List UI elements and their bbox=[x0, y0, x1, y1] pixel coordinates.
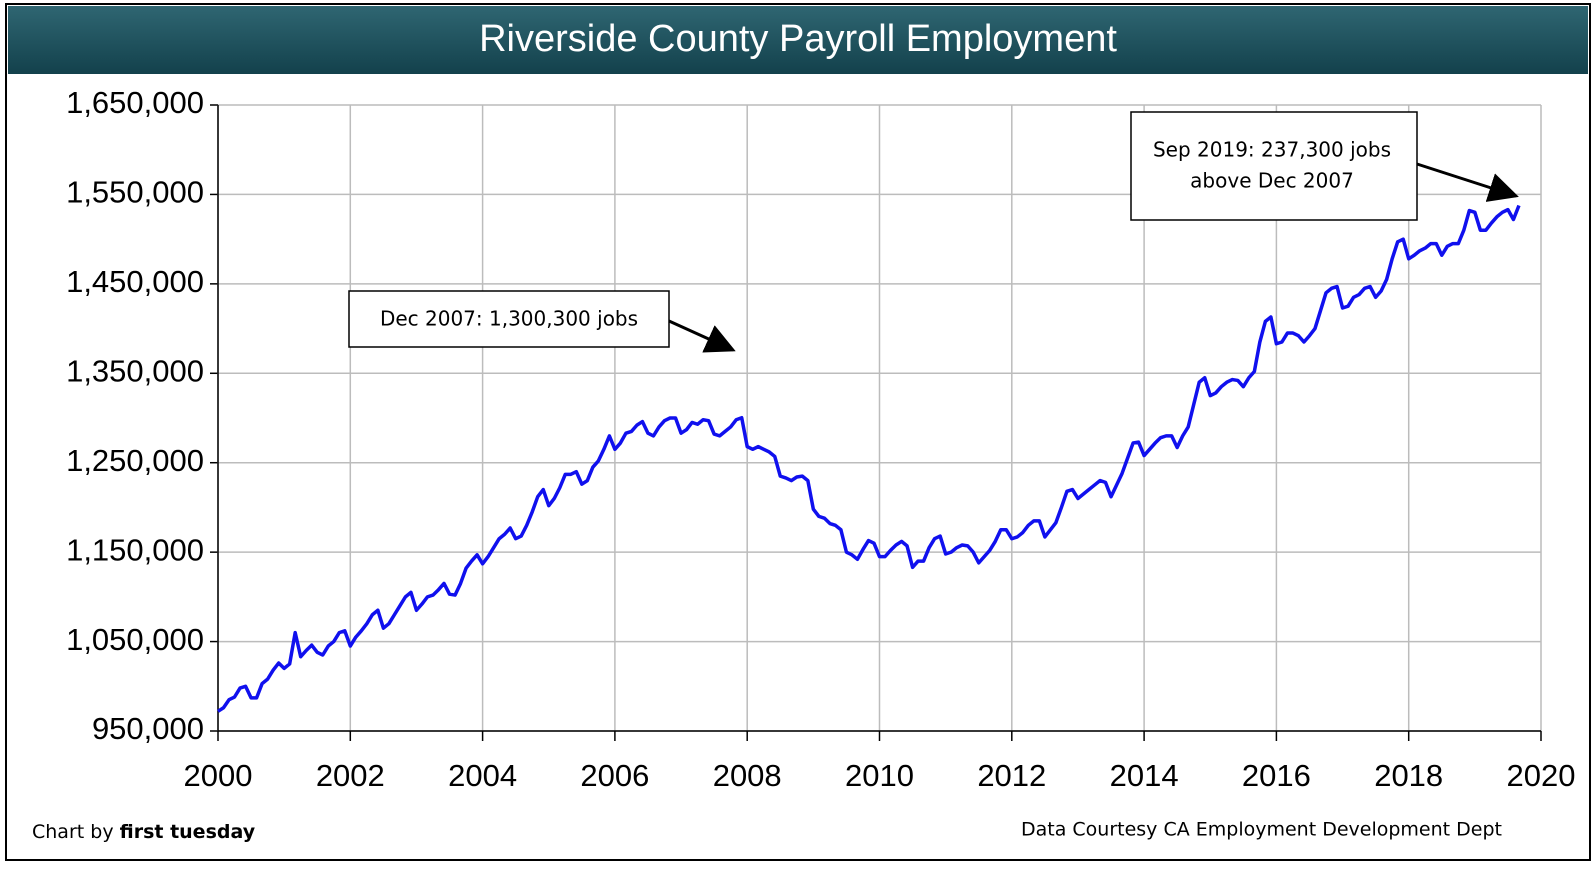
x-tick-label: 2010 bbox=[845, 758, 914, 793]
annotation: Sep 2019: 237,300 jobs bbox=[1153, 138, 1391, 162]
y-tick-label: 1,450,000 bbox=[66, 264, 204, 299]
credit-name: first tuesday bbox=[120, 821, 256, 843]
frame bbox=[5, 3, 1591, 861]
x-tick-label: 2018 bbox=[1374, 758, 1443, 793]
y-tick-label: 950,000 bbox=[92, 711, 204, 746]
annotation: above Dec 2007 bbox=[1190, 169, 1354, 193]
y-tick-label: 1,350,000 bbox=[66, 353, 204, 388]
y-tick-label: 1,550,000 bbox=[66, 175, 204, 210]
y-tick-label: 1,150,000 bbox=[66, 532, 204, 567]
annotation-box bbox=[348, 290, 670, 348]
title-bar bbox=[8, 6, 1588, 74]
source: Data Courtesy CA Employment Development … bbox=[1021, 819, 1502, 841]
y-tick-label: 1,250,000 bbox=[66, 443, 204, 478]
x-tick-label: 2008 bbox=[713, 758, 782, 793]
x-tick-label: 2004 bbox=[448, 758, 517, 793]
x-tick-label: 2000 bbox=[184, 758, 253, 793]
arrow bbox=[668, 319, 736, 353]
plot-area: 950,000 1,050,000 1,150,000 1,250,000 1,350,… bbox=[66, 85, 1575, 793]
credit-text: Chart by bbox=[32, 821, 114, 843]
x-tick-label: 2016 bbox=[1242, 758, 1311, 793]
x-tick-label: 2014 bbox=[1110, 758, 1179, 793]
annotation-box bbox=[1130, 111, 1418, 221]
x-tick-label: 2012 bbox=[977, 758, 1046, 793]
x-tick-label: 2002 bbox=[316, 758, 385, 793]
x-tick-label: 2020 bbox=[1507, 758, 1576, 793]
y-tick-label: 1,650,000 bbox=[66, 85, 204, 120]
series-line bbox=[217, 204, 1521, 713]
chart-title: Riverside County Payroll Employment bbox=[479, 18, 1117, 60]
y-tick-label: 1,050,000 bbox=[66, 622, 204, 657]
credit: Chart by first tuesday bbox=[32, 821, 256, 843]
arrow bbox=[1416, 162, 1519, 202]
x-tick-label: 2006 bbox=[580, 758, 649, 793]
annotation: Dec 2007: 1,300,300 jobs bbox=[380, 307, 638, 331]
